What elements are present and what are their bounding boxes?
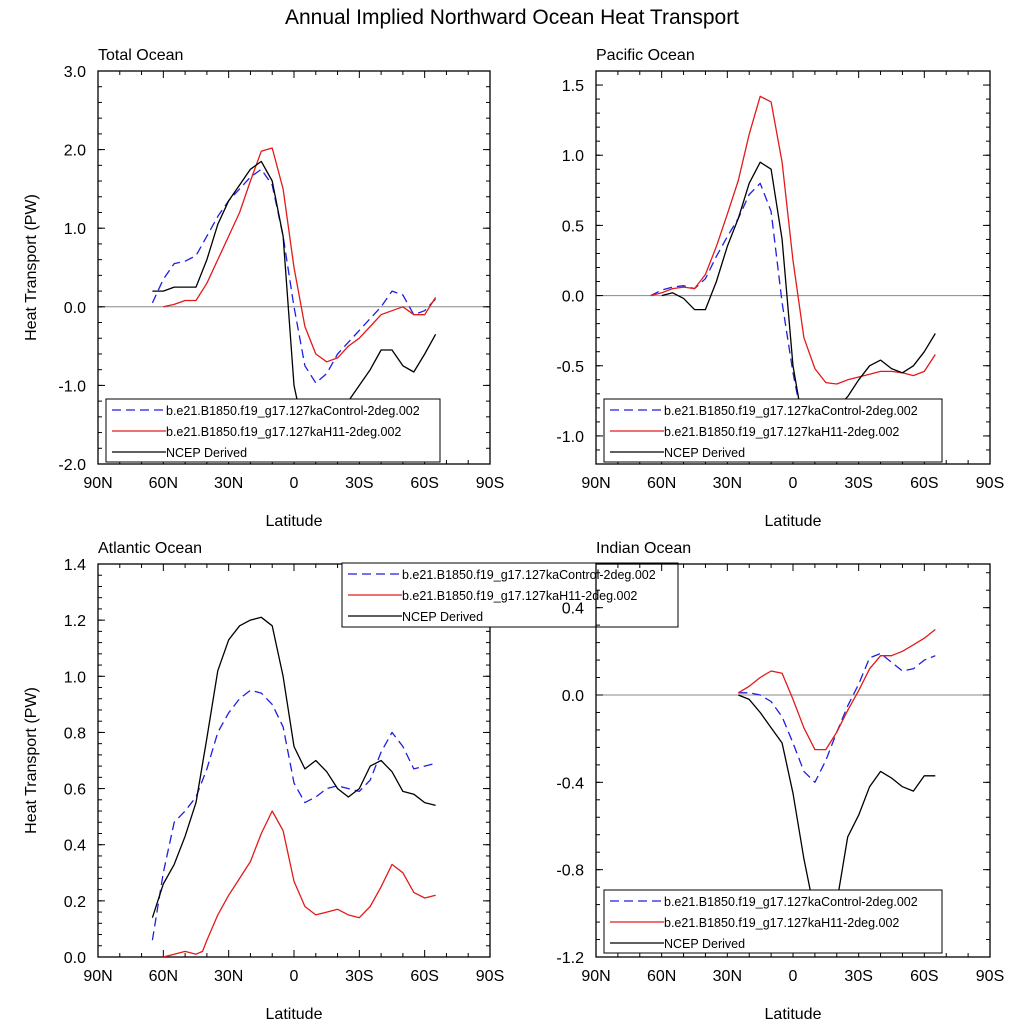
y-tick-label: 1.5 [562, 78, 584, 95]
panel-title: Indian Ocean [596, 540, 691, 557]
series-line-ncep [661, 161, 936, 437]
chart-panel-2: 90N 60N 30N 0 30S 60S 90S -1.0 -0.5 0.0 0.5 1.0 1.5 P… [556, 47, 1004, 530]
y-tick-label: 1.0 [64, 669, 86, 686]
x-tick-label: 30S [844, 968, 872, 985]
y-tick-label: 0.4 [562, 601, 584, 618]
legend: b.e21.B1850.f19_g17.127kaControl-2deg.00… [341, 562, 679, 628]
x-axis-label: Latitude [266, 1006, 323, 1023]
legend-label: NCEP Derived [166, 446, 247, 460]
y-tick-label: -0.5 [556, 359, 584, 376]
legend-label: b.e21.B1850.f19_g17.127kaControl-2deg.00… [664, 895, 918, 909]
y-tick-label: 2.0 [64, 143, 86, 160]
x-tick-label: 90S [476, 968, 504, 985]
y-tick-label: -0.4 [556, 775, 584, 792]
y-tick-label: -1.0 [58, 378, 86, 395]
figure-title: Annual Implied Northward Ocean Heat Tran… [284, 6, 740, 29]
x-tick-label: 30N [713, 475, 742, 492]
x-tick-label: 90N [581, 475, 610, 492]
legend-label: NCEP Derived [664, 937, 745, 951]
legend-label: b.e21.B1850.f19_g17.127kaH11-2deg.002 [664, 425, 899, 439]
series-line-h11 [163, 810, 436, 957]
x-tick-label: 90S [976, 475, 1004, 492]
x-tick-label: 30N [214, 475, 243, 492]
y-tick-label: 0.0 [562, 688, 584, 705]
legend: b.e21.B1850.f19_g17.127kaControl-2deg.00… [603, 889, 943, 954]
x-tick-label: 30S [345, 475, 373, 492]
y-tick-label: -1.2 [556, 950, 584, 967]
legend: b.e21.B1850.f19_g17.127kaControl-2deg.00… [105, 398, 441, 463]
x-tick-label: 30N [214, 968, 243, 985]
x-tick-label: 0 [290, 475, 299, 492]
y-tick-label: 0.2 [64, 894, 86, 911]
y-tick-label: 0.0 [64, 950, 86, 967]
y-tick-label: -0.8 [556, 863, 584, 880]
legend-label: b.e21.B1850.f19_g17.127kaH11-2deg.002 [166, 425, 401, 439]
panel-title: Pacific Ocean [596, 47, 695, 64]
x-tick-label: 30S [345, 968, 373, 985]
y-tick-label: 1.4 [64, 557, 86, 574]
legend-label: b.e21.B1850.f19_g17.127kaControl-2deg.00… [402, 568, 656, 582]
series-line-h11 [163, 147, 437, 363]
chart-panel-1: 90N 60N 30N 0 30S 60S 90S -2.0 -1.0 0.0 1.0 2.0 3.0 T… [23, 47, 504, 530]
legend-label: b.e21.B1850.f19_g17.127kaH11-2deg.002 [402, 589, 637, 603]
x-tick-label: 60N [149, 968, 178, 985]
series-line-ncep [151, 616, 436, 918]
x-tick-label: 90N [83, 475, 112, 492]
panel-title: Total Ocean [98, 47, 183, 64]
series-line-control [151, 689, 436, 941]
x-tick-label: 60S [410, 475, 438, 492]
x-tick-label: 0 [789, 475, 798, 492]
x-tick-label: 30N [713, 968, 742, 985]
x-tick-label: 90S [976, 968, 1004, 985]
panel-title: Atlantic Ocean [98, 540, 202, 557]
y-axis-label: Heat Transport (PW) [23, 194, 40, 341]
y-tick-label: 0.6 [64, 782, 86, 799]
y-tick-label: 3.0 [64, 64, 86, 81]
chart-panel-3: 90N 60N 30N 0 30S 60S 90S 0.0 0.2 0.4 0.6 0.8 1.0 1.2… [23, 540, 679, 1023]
y-tick-label: 0.8 [64, 725, 86, 742]
x-tick-label: 90S [476, 475, 504, 492]
x-tick-label: 0 [290, 968, 299, 985]
y-tick-label: 0.0 [562, 289, 584, 306]
y-axis-label: Heat Transport (PW) [23, 687, 40, 834]
y-tick-label: 1.0 [64, 221, 86, 238]
series-line-ncep [152, 160, 437, 449]
y-tick-label: 0.0 [64, 300, 86, 317]
legend-label: NCEP Derived [664, 446, 745, 460]
x-axis-label: Latitude [765, 513, 822, 530]
legend-label: b.e21.B1850.f19_g17.127kaH11-2deg.002 [664, 916, 899, 930]
x-tick-label: 60S [910, 968, 938, 985]
x-tick-label: 60N [149, 475, 178, 492]
x-tick-label: 0 [789, 968, 798, 985]
x-tick-label: 90N [581, 968, 610, 985]
legend-label: NCEP Derived [402, 610, 483, 624]
y-tick-label: 0.5 [562, 218, 584, 235]
series-line-h11 [737, 628, 936, 751]
x-axis-label: Latitude [765, 1006, 822, 1023]
y-tick-label: 1.2 [64, 613, 86, 630]
legend-label: b.e21.B1850.f19_g17.127kaControl-2deg.00… [664, 404, 918, 418]
y-tick-label: -1.0 [556, 429, 584, 446]
x-tick-label: 90N [83, 968, 112, 985]
x-tick-label: 60S [910, 475, 938, 492]
y-tick-label: 1.0 [562, 148, 584, 165]
x-axis-label: Latitude [266, 513, 323, 530]
legend-label: b.e21.B1850.f19_g17.127kaControl-2deg.00… [166, 404, 420, 418]
y-tick-label: 0.4 [64, 838, 86, 855]
x-tick-label: 60N [647, 475, 676, 492]
series-line-control [151, 168, 437, 384]
legend: b.e21.B1850.f19_g17.127kaControl-2deg.00… [603, 398, 943, 463]
x-tick-label: 60S [410, 968, 438, 985]
y-tick-label: -2.0 [58, 457, 86, 474]
series-line-h11 [650, 95, 936, 385]
x-tick-label: 60N [647, 968, 676, 985]
chart-panel-4: 90N 60N 30N 0 30S 60S 90S -1.2 -0.8 -0.4 0.0 0.4 Ind… [556, 540, 1004, 1023]
x-tick-label: 30S [844, 475, 872, 492]
